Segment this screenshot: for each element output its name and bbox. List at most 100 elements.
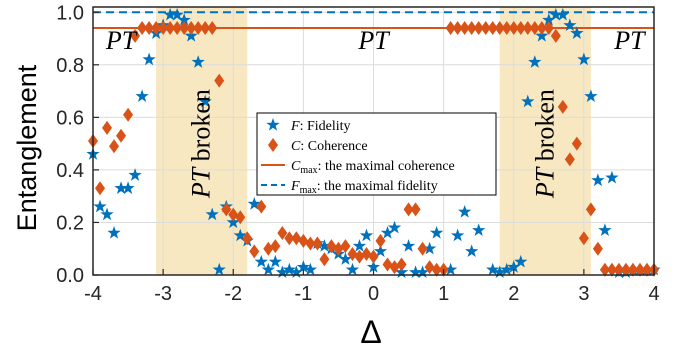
data-point-star xyxy=(338,252,353,265)
data-point-star xyxy=(486,262,500,276)
y-tick-label: 0.6 xyxy=(56,107,84,129)
series-C xyxy=(88,21,659,277)
x-tick-label: 3 xyxy=(578,283,589,305)
data-point-diamond xyxy=(396,257,407,272)
data-point-star xyxy=(373,244,388,258)
legend-box xyxy=(256,112,497,196)
data-point-star xyxy=(184,28,198,42)
data-point-star xyxy=(542,13,556,26)
data-point-diamond xyxy=(158,21,169,36)
region-label-main: PT xyxy=(530,166,559,199)
data-point-diamond xyxy=(410,202,421,217)
data-point-star xyxy=(254,254,268,268)
data-point-diamond xyxy=(424,260,435,275)
data-point-star xyxy=(170,7,184,21)
data-point-diamond xyxy=(102,120,113,135)
data-point-diamond xyxy=(95,181,106,196)
data-point-star xyxy=(128,168,142,181)
data-point-diamond xyxy=(312,236,323,251)
data-point-diamond xyxy=(298,233,309,248)
data-point-diamond xyxy=(130,28,141,43)
data-point-diamond xyxy=(123,107,134,122)
y-tick-label: 0.2 xyxy=(56,212,84,234)
data-point-star xyxy=(380,225,395,239)
data-point-diamond xyxy=(501,21,512,36)
data-point-star xyxy=(429,225,444,239)
data-point-star xyxy=(268,254,282,268)
data-point-star xyxy=(500,262,514,276)
data-point-star xyxy=(191,55,205,68)
data-point-star xyxy=(408,265,423,279)
data-point-diamond xyxy=(179,21,190,36)
legend-entry-text: F: Fidelity xyxy=(290,119,351,134)
data-point-star xyxy=(598,223,612,236)
data-point-star xyxy=(535,28,549,42)
data-point-star xyxy=(114,181,128,194)
legend-entry-text: Fmax: the maximal fidelity xyxy=(290,179,438,196)
data-point-star xyxy=(100,207,114,221)
data-point-star xyxy=(345,262,360,276)
legend-entry-symbol: F xyxy=(290,119,300,134)
data-point-diamond xyxy=(340,239,351,254)
y-tick-label: 0.0 xyxy=(56,265,84,287)
data-point-diamond xyxy=(347,246,358,261)
x-tick-label: -1 xyxy=(294,283,312,305)
data-point-star xyxy=(514,254,528,268)
region-label-broken: PT broken xyxy=(187,89,216,199)
data-point-diamond xyxy=(564,152,575,167)
data-point-star xyxy=(261,262,275,276)
legend-entry-text: Cmax: the maximal coherence xyxy=(291,159,455,176)
data-point-diamond xyxy=(515,21,526,36)
data-point-diamond xyxy=(480,21,491,36)
legend-entry-label: : Coherence xyxy=(300,139,367,154)
x-tick-label: -3 xyxy=(154,283,172,305)
data-point-diamond xyxy=(550,28,561,43)
data-point-diamond xyxy=(431,262,442,277)
data-point-diamond xyxy=(417,241,428,256)
data-point-star xyxy=(577,52,591,66)
data-point-star xyxy=(247,197,261,210)
region-label-suffix: broken xyxy=(187,89,216,168)
data-point-star xyxy=(275,265,289,279)
data-point-diamond xyxy=(193,21,204,36)
data-point-star xyxy=(233,228,247,242)
data-point-diamond xyxy=(207,21,218,36)
data-point-star xyxy=(205,207,219,221)
legend-entry-text: C: Coherence xyxy=(291,139,368,154)
data-point-star xyxy=(198,94,212,108)
data-point-diamond xyxy=(256,199,267,214)
data-point-star xyxy=(401,239,416,252)
data-point-diamond xyxy=(361,246,372,261)
region-label-main: PT xyxy=(187,166,216,199)
data-point-diamond xyxy=(200,21,211,36)
data-point-star xyxy=(549,7,563,21)
data-point-diamond xyxy=(487,21,498,36)
data-point-star xyxy=(465,244,479,258)
data-point-star xyxy=(422,241,437,255)
data-point-star xyxy=(591,173,605,187)
data-point-diamond xyxy=(403,202,414,217)
data-point-star xyxy=(521,94,535,108)
data-point-star xyxy=(387,220,402,234)
y-tick-label: 1.0 xyxy=(56,2,84,24)
data-point-diamond xyxy=(172,21,183,36)
data-point-diamond xyxy=(277,225,288,240)
data-point-diamond xyxy=(284,231,295,246)
data-point-diamond xyxy=(543,21,554,36)
legend: F: Fidelity C: Coherence Cmax: the maximal… xyxy=(256,112,497,196)
data-point-diamond xyxy=(606,262,617,277)
data-point-diamond xyxy=(585,202,596,217)
region-label: PT xyxy=(105,26,138,55)
data-point-diamond xyxy=(151,21,162,36)
data-point-star xyxy=(394,265,409,279)
data-point-star xyxy=(163,7,177,21)
data-point-star xyxy=(458,204,472,218)
data-point-star xyxy=(282,262,297,276)
data-point-star xyxy=(415,265,430,279)
x-tick-label: -2 xyxy=(224,283,242,305)
data-point-star xyxy=(303,262,318,276)
data-point-diamond xyxy=(557,99,568,114)
data-point-star xyxy=(450,228,465,242)
